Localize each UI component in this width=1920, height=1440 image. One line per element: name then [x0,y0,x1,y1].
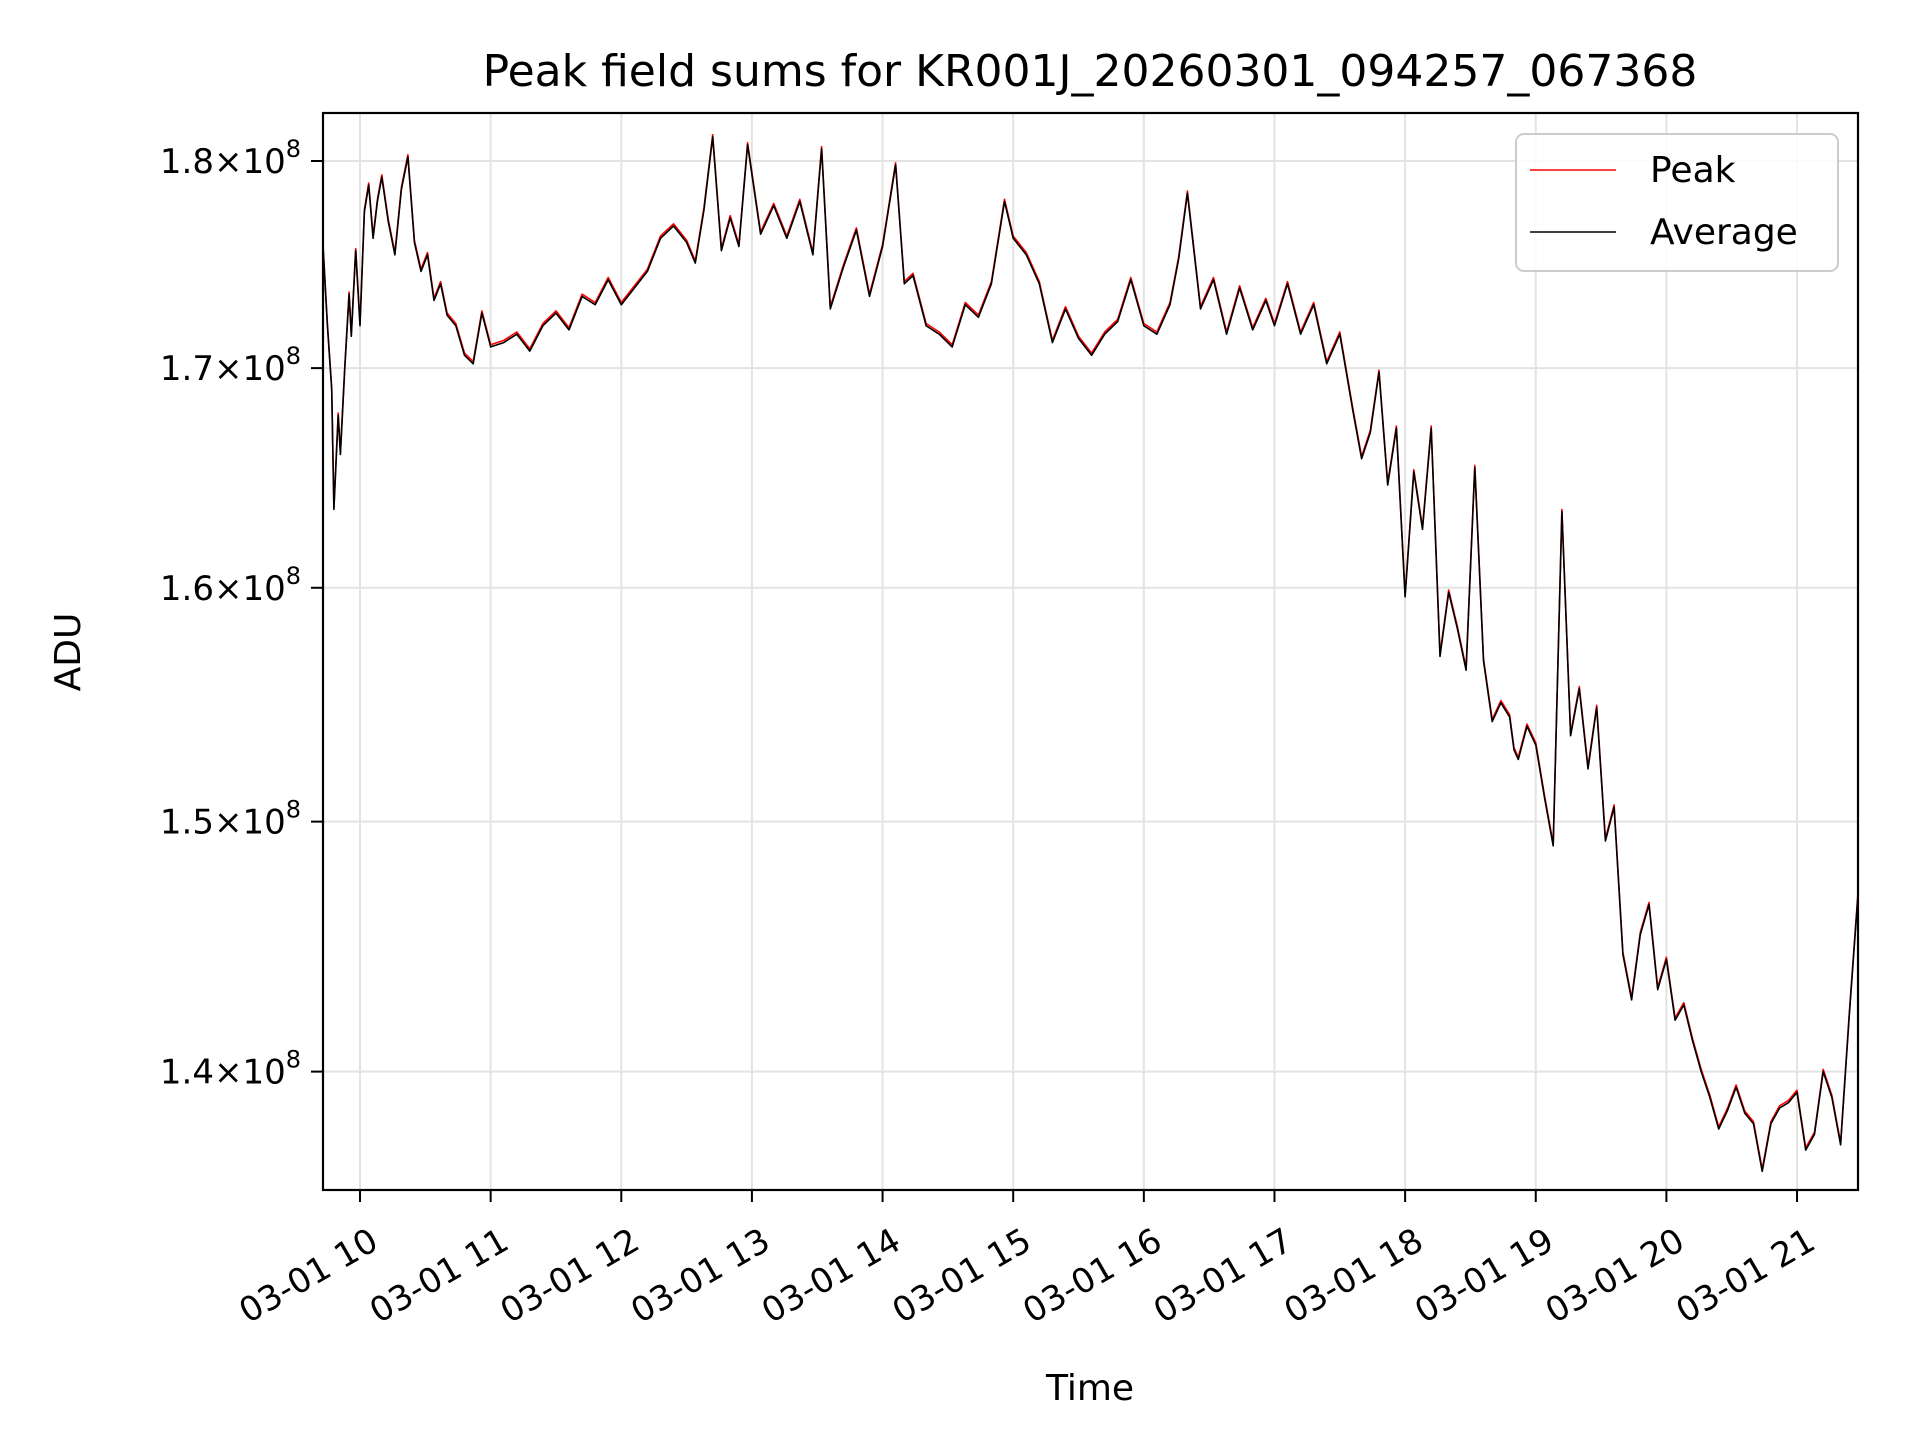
legend-label-average: Average [1650,212,1798,253]
legend-label-peak: Peak [1650,150,1736,191]
chart-title: Peak field sums for KR001J_20260301_0942… [483,46,1698,97]
y-tick-label: 1.7×108 [160,342,301,389]
legend: Peak Average [1515,133,1839,272]
y-tick-label: 1.8×108 [160,135,301,182]
series-layer [322,133,1859,1173]
plot-frame [321,111,1860,1192]
y-axis: 1.4×108 1.5×108 1.6×108 1.7×108 1.8×108 [160,135,323,1093]
y-tick-label: 1.6×108 [160,562,301,609]
series-line-average [322,136,1859,1173]
x-axis-label: Time [1045,1368,1134,1409]
y-tick-label: 1.4×108 [160,1046,301,1093]
grid-layer [323,113,1858,1190]
legend-box [1515,133,1839,272]
y-tick-label: 1.5×108 [160,796,301,843]
y-axis-label: ADU [48,613,89,692]
